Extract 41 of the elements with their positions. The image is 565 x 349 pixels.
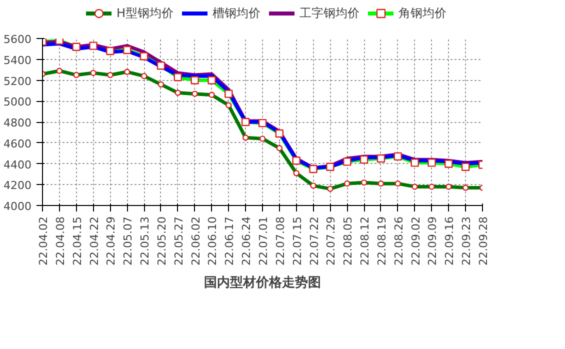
x-tick-label: 22.09.16 <box>443 216 456 266</box>
x-tick-label: 22.06.17 <box>223 216 236 266</box>
x-tick-label: 22.07.22 <box>308 216 321 266</box>
x-tick-label: 22.08.19 <box>375 216 388 266</box>
y-tick-label: 4800 <box>4 116 32 130</box>
text: 国内型材价格走势图 <box>204 274 321 290</box>
x-tick-label: 22.06.24 <box>240 216 254 266</box>
x-tick-label: 22.05.13 <box>138 216 152 266</box>
x-tick-label: 22.08.05 <box>342 216 355 266</box>
legend-label: 工字钢均价 <box>300 4 360 22</box>
y-tick-label: 4200 <box>4 179 32 192</box>
x-tick-label: 22.07.01 <box>257 216 270 266</box>
y-tick-label: 4600 <box>4 137 32 150</box>
x-tick-label: 22.05.07 <box>122 216 135 266</box>
x-tick-label: 22.08.26 <box>392 216 406 266</box>
x-tick-label: 22.04.15 <box>70 216 84 266</box>
x-tick-label: 22.04.29 <box>104 216 118 266</box>
x-tick-label: 22.07.29 <box>324 216 338 266</box>
y-tick-label: 5000 <box>4 96 32 109</box>
x-tick-label: 22.06.10 <box>206 216 220 266</box>
y-tick-label: 4000 <box>4 200 32 213</box>
x-tick-label: 22.04.08 <box>54 216 67 266</box>
x-tick-label: 22.09.23 <box>460 216 474 266</box>
x-tick-label: 22.05.20 <box>155 216 168 266</box>
y-tick-label: 4400 <box>4 158 32 172</box>
x-tick-label: 22.09.09 <box>426 216 440 266</box>
x-tick-label: 22.08.12 <box>358 216 372 266</box>
x-tick-label: 22.04.02 <box>37 216 50 266</box>
legend-label: H型钢均价 <box>116 4 174 22</box>
x-tick-label: 22.07.08 <box>274 216 287 266</box>
y-tick-label: 5400 <box>4 54 32 67</box>
legend-label: 槽钢均价 <box>212 4 261 22</box>
legend-label: 角钢均价 <box>398 4 447 22</box>
y-tick-label: 5600 <box>4 33 32 46</box>
x-tick-label: 22.09.02 <box>409 216 422 266</box>
y-tick-label: 5200 <box>4 74 32 88</box>
x-tick-label: 22.06.02 <box>189 216 202 266</box>
x-tick-label: 22.05.27 <box>172 216 186 266</box>
x-tick-label: 22.09.28 <box>477 216 490 266</box>
x-tick-label: 22.07.15 <box>290 216 304 266</box>
x-tick-label: 22.04.22 <box>88 216 101 266</box>
